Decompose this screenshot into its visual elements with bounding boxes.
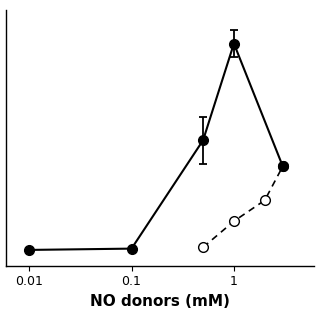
X-axis label: NO donors (mM): NO donors (mM) xyxy=(90,294,230,309)
